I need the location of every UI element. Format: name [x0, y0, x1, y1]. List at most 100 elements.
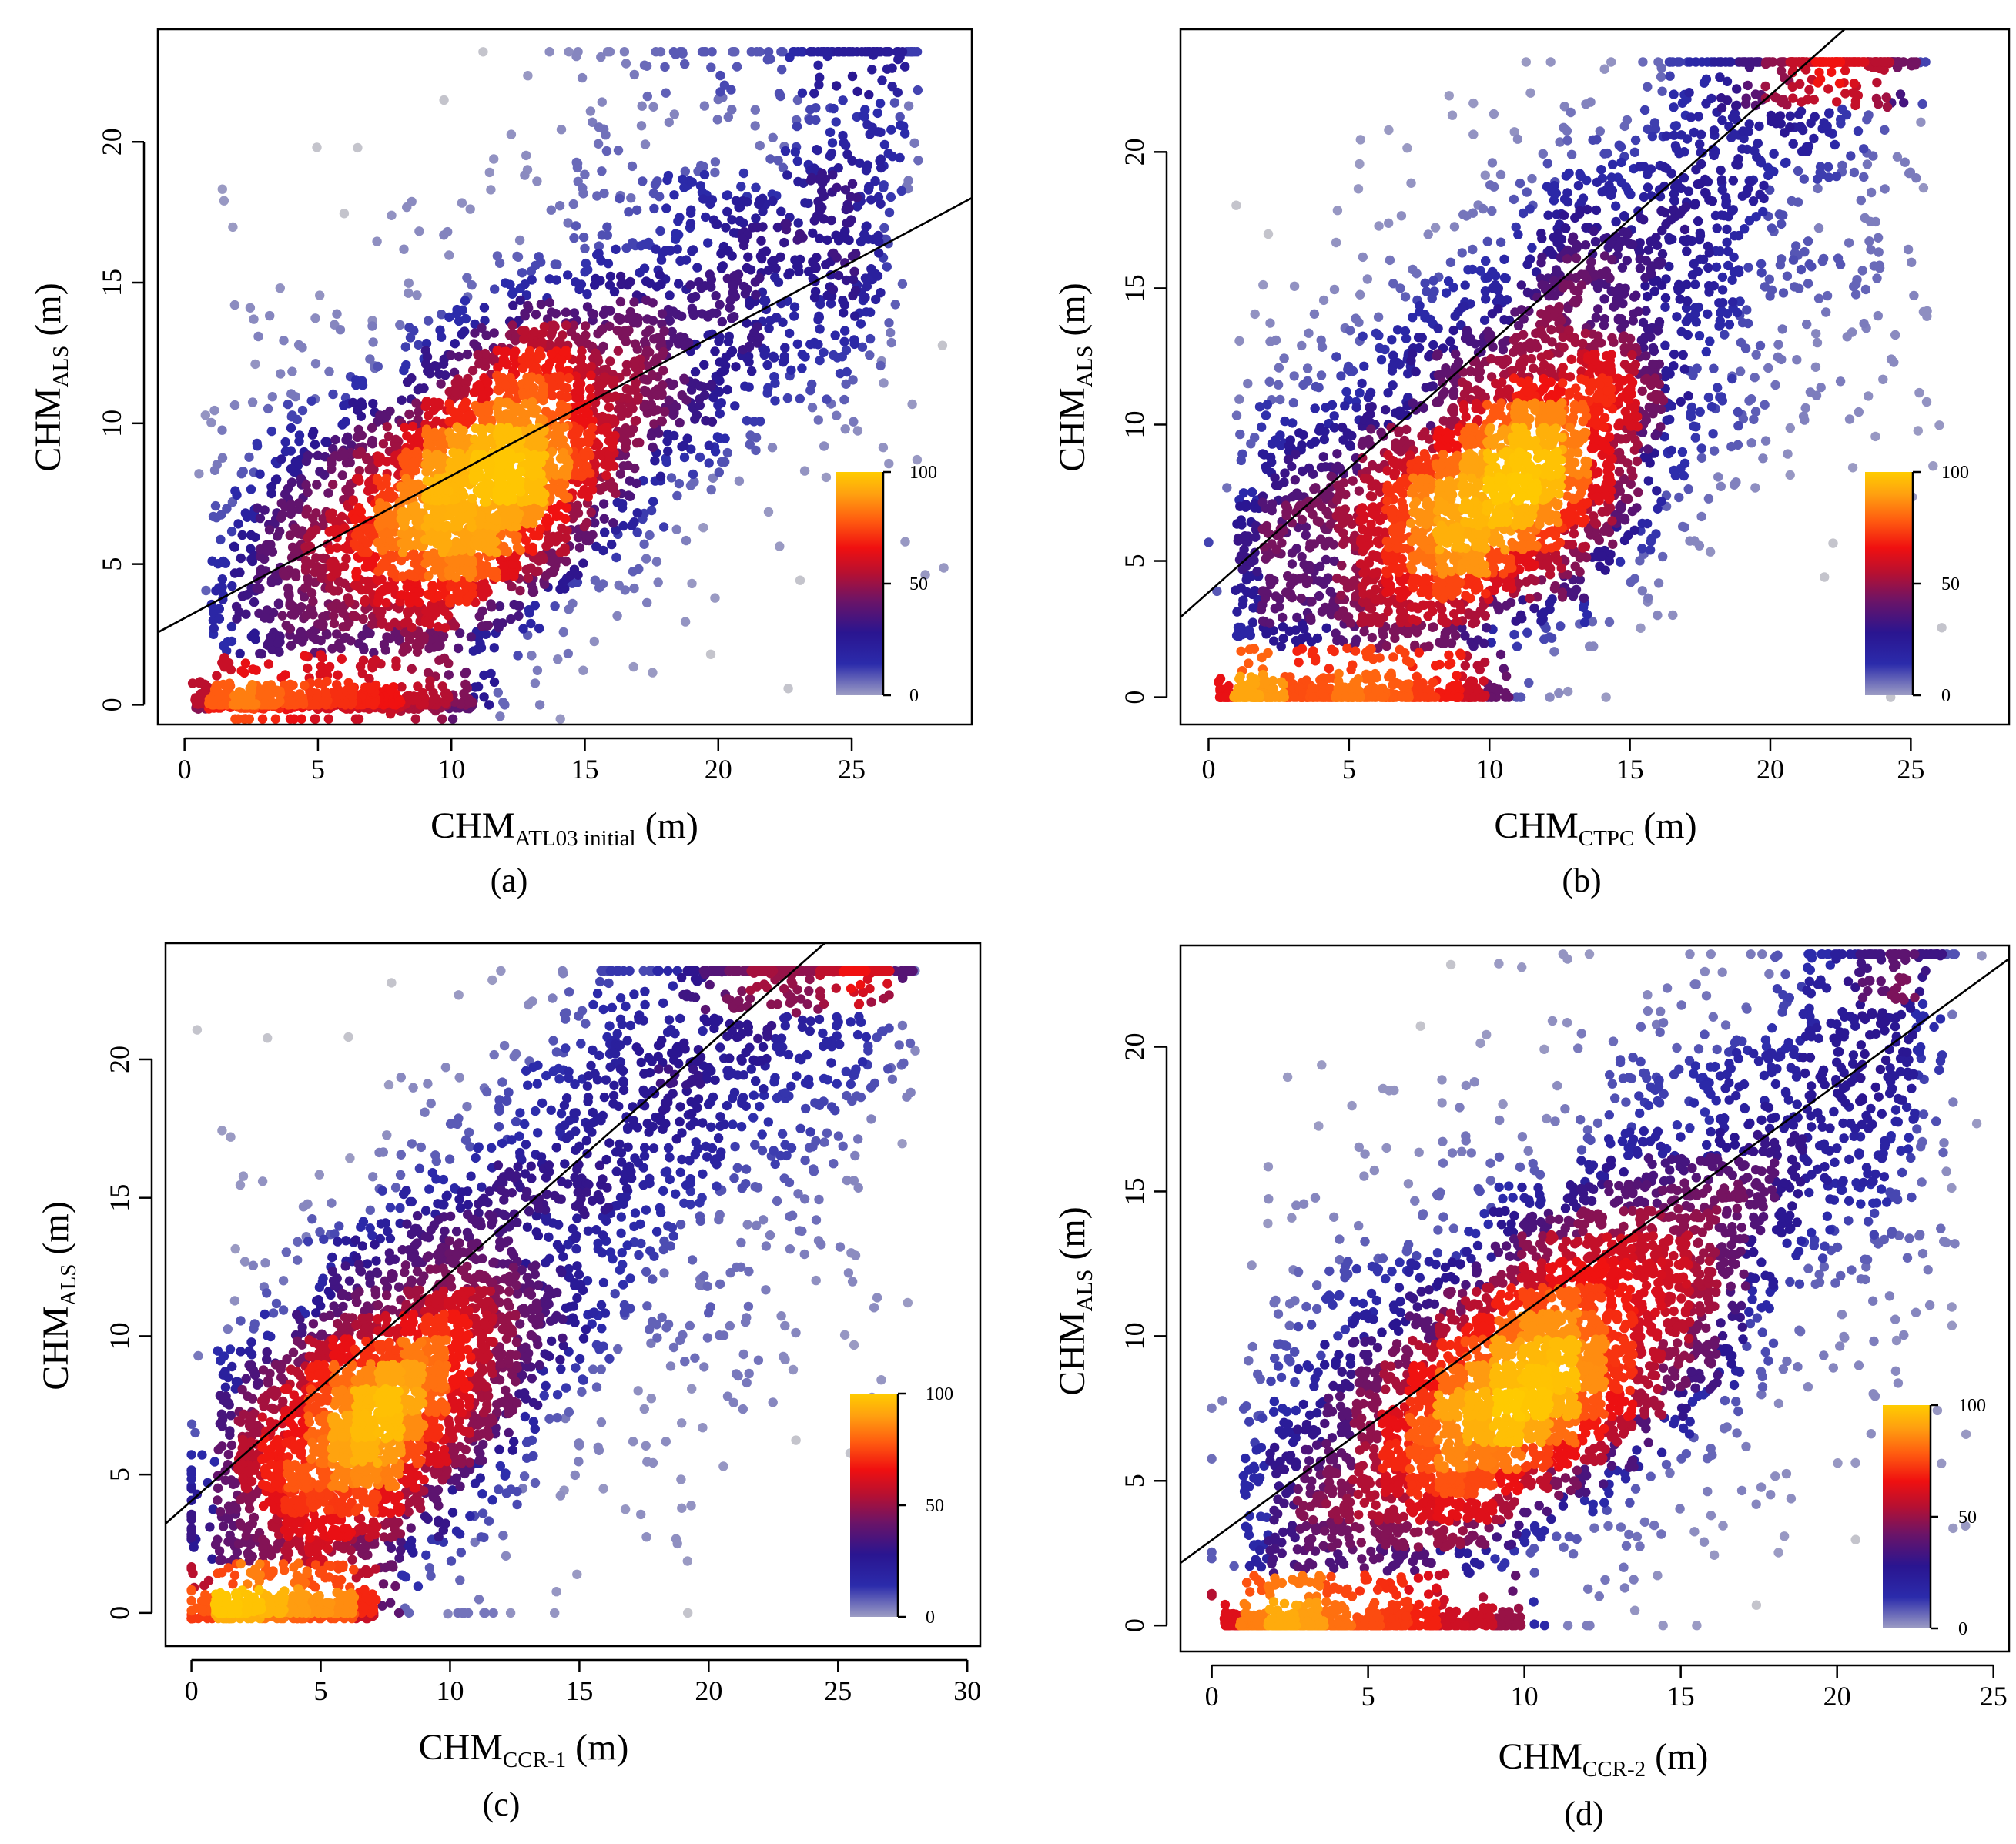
scatter-point: [492, 494, 502, 504]
scatter-point: [290, 545, 300, 555]
scatter-point: [1773, 340, 1783, 350]
scatter-point: [218, 556, 229, 567]
scatter-point: [200, 410, 210, 420]
scatter-point: [1701, 346, 1711, 357]
scatter-point: [1669, 465, 1679, 476]
scatter-point: [1204, 537, 1214, 547]
scatter-point: [460, 474, 471, 484]
scatter-point: [367, 561, 377, 571]
scatter-point: [444, 399, 454, 409]
scatter-point: [840, 424, 850, 434]
scatter-point: [550, 259, 560, 269]
scatter-point: [641, 328, 651, 338]
scatter-point: [341, 458, 352, 468]
scatter-point: [1823, 162, 1833, 172]
scatter-point: [446, 350, 456, 360]
scatter-point: [303, 450, 313, 460]
scatter-point: [404, 323, 414, 333]
scatter-point: [879, 139, 890, 150]
scatter-point: [807, 172, 817, 183]
scatter-point: [354, 466, 364, 476]
scatter-point: [1657, 86, 1667, 96]
scatter-point: [1749, 414, 1759, 424]
scatter-point: [1425, 314, 1435, 325]
scatter-point: [1696, 443, 1706, 453]
scatter-point: [404, 489, 414, 499]
scatter-point: [578, 189, 588, 199]
scatter-point: [608, 518, 618, 528]
scatter-point: [1388, 279, 1398, 289]
scatter-point: [280, 437, 290, 447]
scatter-point: [1800, 415, 1810, 425]
scatter-point: [484, 479, 494, 490]
scatter-point: [669, 109, 679, 119]
scatter-point: [605, 356, 615, 366]
scatter-point: [792, 339, 803, 349]
scatter-point: [226, 664, 236, 675]
scatter-point: [1844, 414, 1855, 424]
scatter-point: [1813, 223, 1824, 233]
scatter-point: [1485, 180, 1495, 190]
scatter-point: [332, 568, 342, 578]
scatter-point: [450, 546, 460, 556]
scatter-point: [1866, 245, 1876, 255]
scatter-point: [704, 440, 714, 450]
scatter-point: [786, 365, 796, 375]
scatter-point: [1872, 273, 1882, 283]
scatter-point: [526, 563, 536, 573]
scatter-point: [526, 618, 536, 629]
scatter-point: [1355, 159, 1365, 169]
scatter-point: [704, 458, 714, 468]
scatter-point: [310, 577, 320, 587]
scatter-point: [400, 342, 410, 352]
scatter-point: [1716, 481, 1726, 491]
scatter-point: [604, 280, 615, 290]
scatter-point: [1733, 407, 1743, 417]
scatter-point: [661, 246, 671, 256]
scatter-point: [1800, 246, 1810, 257]
scatter-point: [657, 417, 667, 427]
scatter-point: [580, 243, 590, 253]
scatter-point: [286, 500, 296, 510]
scatter-point: [631, 438, 642, 448]
scatter-point: [329, 618, 340, 629]
scatter-point: [860, 293, 870, 303]
scatter-point: [675, 256, 685, 266]
scatter-point: [775, 541, 785, 551]
scatter-point: [276, 454, 286, 464]
scatter-point: [1744, 396, 1754, 406]
scatter-point: [705, 649, 716, 659]
scatter-point: [481, 629, 491, 639]
scatter-point: [706, 282, 716, 292]
scatter-point: [815, 201, 825, 211]
scatter-point: [381, 479, 391, 489]
scatter-point: [349, 538, 360, 549]
scatter-point: [382, 422, 392, 432]
scatter-point: [696, 283, 706, 293]
scatter-point: [1656, 72, 1666, 82]
scatter-points: [1204, 57, 1947, 702]
scatter-point: [308, 597, 318, 607]
scatter-point: [1690, 433, 1700, 443]
scatter-point: [1828, 538, 1838, 548]
scatter-point: [755, 417, 765, 427]
scatter-point: [610, 417, 620, 427]
scatter-point: [461, 597, 472, 607]
scatter-point: [642, 345, 652, 356]
scatter-point: [227, 581, 237, 591]
scatter-point: [441, 495, 451, 506]
scatter-point: [348, 611, 359, 621]
scatter-point: [526, 266, 536, 276]
scatter-point: [1796, 264, 1807, 275]
scatter-point: [353, 405, 363, 415]
scatter-point: [1638, 57, 1648, 67]
scatter-point: [227, 497, 238, 507]
scatter-point: [378, 439, 389, 449]
scatter-point: [621, 367, 631, 377]
scatter-point: [439, 95, 449, 105]
scatter-point: [698, 194, 708, 204]
scatter-point: [651, 333, 661, 344]
scatter-point: [544, 297, 555, 308]
